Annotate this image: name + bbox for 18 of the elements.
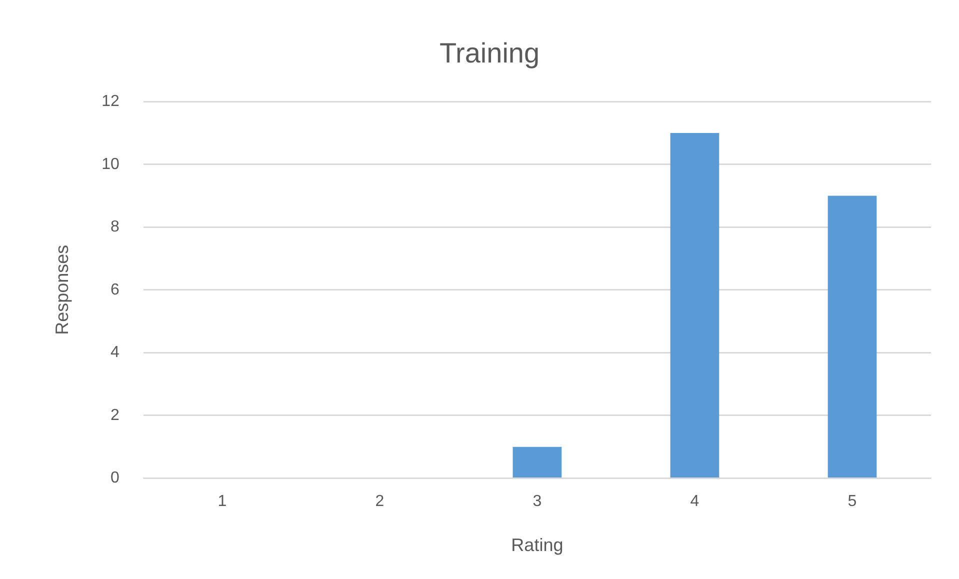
y-tick-label: 4 xyxy=(110,344,120,362)
y-tick-label: 0 xyxy=(110,470,120,487)
bar xyxy=(670,132,720,478)
chart-title: Training xyxy=(439,38,540,69)
bar xyxy=(512,446,562,478)
x-tick-label: 3 xyxy=(532,493,542,510)
bar xyxy=(828,196,877,478)
x-tick-label: 2 xyxy=(375,493,384,510)
y-tick-label: 8 xyxy=(110,218,120,236)
y-tick-label: 2 xyxy=(110,406,120,424)
x-axis-title: Rating xyxy=(511,535,564,556)
x-tick-label: 5 xyxy=(848,493,857,510)
y-tick-label: 6 xyxy=(110,281,120,298)
y-tick-label: 10 xyxy=(102,156,120,173)
y-axis-title: Responses xyxy=(52,244,72,335)
x-tick-label: 4 xyxy=(690,493,700,510)
y-tick-label: 12 xyxy=(102,93,120,110)
x-tick-label: 1 xyxy=(218,493,227,510)
